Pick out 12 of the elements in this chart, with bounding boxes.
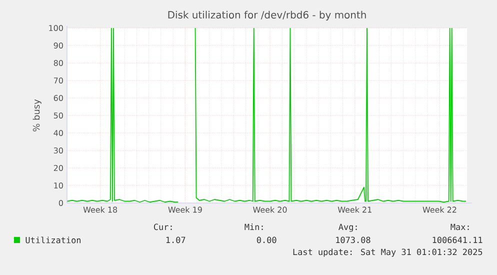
text: 1073.08 — [336, 236, 370, 244]
text: 1006641.11 — [432, 236, 482, 244]
chart-title: Disk utilization for /dev/rbd6 - by month — [168, 10, 366, 21]
y-axis-title: % busy — [32, 99, 42, 132]
text: 0.00 — [256, 236, 276, 244]
text: Avg: — [338, 224, 357, 232]
legend-label: Utilization — [26, 236, 81, 244]
text: Min: — [244, 224, 263, 230]
text: Cur: — [154, 224, 172, 230]
text: Max: — [450, 224, 469, 230]
text: 1.07 — [166, 236, 186, 244]
text: Last update: Sat May 31 01:01:32 2025 — [293, 248, 482, 257]
